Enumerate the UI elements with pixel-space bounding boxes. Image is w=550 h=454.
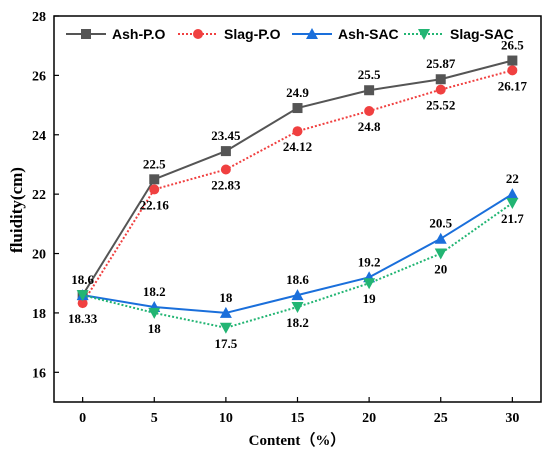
legend-label: Ash-SAC (338, 26, 399, 42)
data-point (76, 290, 89, 302)
y-tick-label: 22 (32, 188, 46, 203)
data-label: 22 (506, 171, 519, 186)
data-point (507, 65, 518, 76)
data-label: 21.7 (501, 211, 524, 226)
y-tick-label: 18 (32, 307, 46, 322)
plot-frame (53, 15, 542, 403)
legend-marker (418, 29, 430, 40)
data-label: 24.9 (286, 85, 309, 100)
data-label: 24.8 (358, 119, 381, 134)
data-label: 24.12 (283, 139, 312, 154)
legend-label: Slag-SAC (450, 26, 514, 42)
data-point (219, 322, 232, 334)
data-point (434, 248, 447, 260)
series-layer: 18.6 22.5 23.45 24.9 25.5 25.87 26.5 18.33 22.16… (68, 38, 527, 351)
data-label: 26.17 (498, 78, 528, 93)
data-point (364, 106, 375, 117)
data-point (364, 85, 375, 96)
legend-item: Slag-SAC (404, 26, 514, 42)
data-label: 18.6 (286, 272, 309, 287)
data-point (435, 84, 446, 95)
series-slag-p-o: 18.33 22.16 22.83 24.12 24.8 25.52 26.17 (68, 65, 527, 326)
data-point (219, 306, 232, 318)
data-point (363, 278, 376, 290)
y-tick-label: 26 (32, 69, 46, 84)
data-label: 25.5 (358, 67, 381, 82)
y-tick-label: 20 (32, 248, 46, 263)
data-label: 18.2 (286, 315, 309, 330)
legend-marker (193, 29, 203, 39)
x-tick-label: 30 (505, 411, 519, 426)
data-point (149, 174, 160, 185)
data-label: 17.5 (215, 336, 238, 351)
data-label: 18.33 (68, 311, 98, 326)
x-axis-ticks: 0 5 10 15 20 25 30 (79, 397, 519, 426)
y-axis-ticks: 16 18 20 22 24 26 28 (32, 10, 59, 381)
x-tick-label: 20 (362, 411, 376, 426)
data-label: 22.16 (140, 197, 170, 212)
data-point (148, 307, 161, 319)
data-label: 19.2 (358, 254, 381, 269)
data-point (507, 55, 518, 66)
data-label: 26.5 (501, 38, 524, 53)
data-label: 20 (434, 262, 447, 277)
data-point (292, 103, 303, 114)
x-tick-label: 15 (291, 411, 305, 426)
y-tick-label: 24 (32, 129, 46, 144)
x-tick-label: 25 (434, 411, 448, 426)
legend-label: Ash-P.O (112, 26, 166, 42)
data-label: 18 (219, 290, 233, 305)
data-label: 18.6 (71, 272, 94, 287)
legend-label: Slag-P.O (224, 26, 281, 42)
legend-marker (81, 29, 91, 39)
data-point (291, 289, 304, 301)
data-label: 18 (148, 321, 162, 336)
legend: Ash-P.O Slag-P.O Ash-SAC Slag-SAC (66, 26, 514, 42)
x-axis-title: Content（%） (249, 431, 346, 449)
data-point (435, 74, 446, 85)
data-label: 20.5 (429, 216, 452, 231)
data-point (506, 198, 519, 210)
data-point (149, 184, 160, 195)
legend-item: Ash-SAC (292, 26, 399, 42)
data-point (77, 298, 88, 309)
data-point (220, 164, 231, 175)
y-tick-label: 28 (32, 10, 46, 25)
series-ash-p-o: 18.6 22.5 23.45 24.9 25.5 25.87 26.5 (71, 38, 524, 301)
data-label: 22.5 (143, 156, 166, 171)
x-tick-label: 0 (79, 411, 86, 426)
data-point (292, 126, 303, 137)
data-label: 25.52 (426, 98, 455, 113)
x-tick-label: 5 (151, 411, 158, 426)
legend-item: Slag-P.O (178, 26, 281, 42)
series-slag-sac: 18 17.5 18.2 19 20 21.7 (76, 198, 524, 351)
data-point (506, 188, 519, 200)
data-label: 18.2 (143, 284, 166, 299)
data-label: 25.87 (426, 56, 456, 71)
x-tick-label: 10 (219, 411, 233, 426)
data-label: 22.83 (211, 178, 241, 193)
legend-marker (306, 28, 318, 39)
y-tick-label: 16 (32, 366, 46, 381)
data-label: 19 (363, 291, 377, 306)
data-label: 23.45 (211, 128, 241, 143)
data-point (220, 146, 231, 157)
data-point (434, 232, 447, 244)
y-axis-title: fluidity(cm) (7, 167, 26, 253)
legend-item: Ash-P.O (66, 26, 166, 42)
data-point (291, 301, 304, 313)
